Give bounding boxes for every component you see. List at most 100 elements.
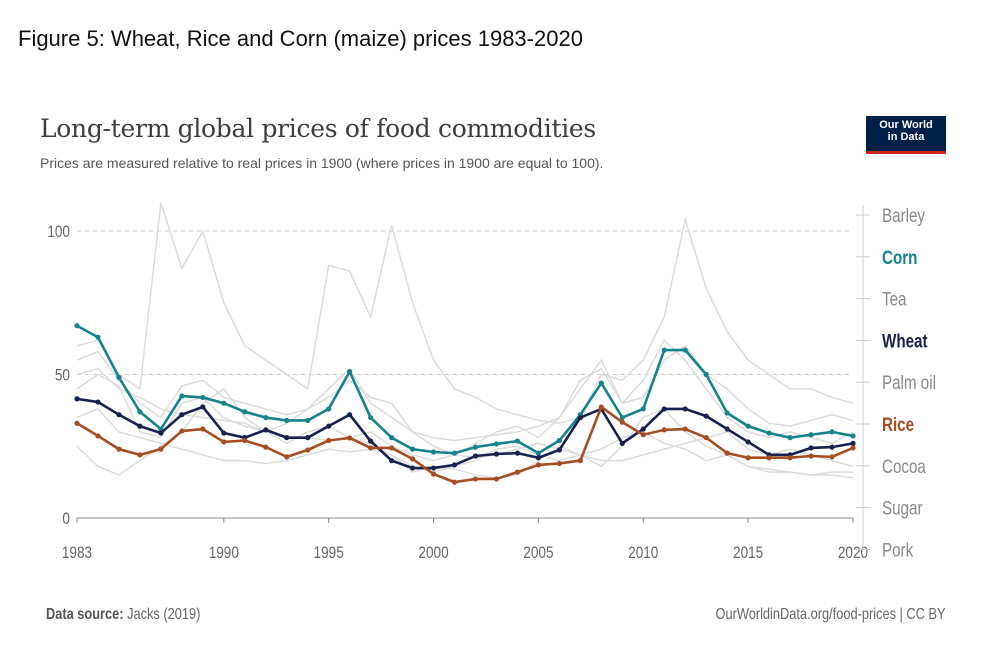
data-point-wheat[interactable] (305, 435, 311, 441)
series-line-pork[interactable] (76, 367, 854, 468)
data-point-rice[interactable] (263, 444, 269, 450)
data-point-wheat[interactable] (451, 462, 458, 468)
data-point-wheat[interactable] (619, 440, 625, 446)
data-point-wheat[interactable] (326, 423, 332, 429)
data-point-rice[interactable] (640, 432, 646, 438)
data-point-corn[interactable] (430, 449, 437, 455)
data-point-corn[interactable] (850, 433, 856, 439)
data-point-corn[interactable] (808, 432, 814, 438)
data-point-wheat[interactable] (514, 450, 521, 456)
data-point-wheat[interactable] (577, 414, 583, 421)
data-point-corn[interactable] (556, 437, 562, 444)
legend-label-pork[interactable]: Pork (882, 539, 914, 561)
data-point-wheat[interactable] (74, 396, 80, 402)
data-point-rice[interactable] (179, 428, 185, 434)
data-point-rice[interactable] (347, 435, 353, 441)
data-point-wheat[interactable] (263, 427, 269, 433)
data-point-wheat[interactable] (535, 455, 542, 461)
data-point-rice[interactable] (284, 454, 290, 460)
data-point-wheat[interactable] (703, 413, 709, 419)
data-point-wheat[interactable] (430, 465, 437, 471)
data-point-corn[interactable] (305, 417, 311, 424)
data-point-corn[interactable] (137, 409, 143, 415)
data-point-rice[interactable] (661, 427, 667, 433)
data-point-wheat[interactable] (493, 451, 500, 457)
data-point-rice[interactable] (74, 420, 80, 426)
data-point-rice[interactable] (137, 452, 143, 458)
data-point-wheat[interactable] (116, 412, 122, 418)
data-point-corn[interactable] (326, 406, 332, 412)
data-point-corn[interactable] (221, 400, 227, 406)
data-point-corn[interactable] (74, 323, 80, 329)
data-point-wheat[interactable] (556, 447, 562, 453)
data-point-wheat[interactable] (368, 438, 374, 444)
data-point-corn[interactable] (493, 441, 500, 447)
data-point-rice[interactable] (682, 426, 688, 432)
data-point-wheat[interactable] (221, 430, 227, 436)
data-point-rice[interactable] (158, 446, 164, 452)
data-point-corn[interactable] (745, 423, 751, 429)
data-point-rice[interactable] (451, 479, 458, 485)
data-point-wheat[interactable] (682, 406, 688, 412)
data-point-wheat[interactable] (808, 445, 814, 451)
data-point-rice[interactable] (242, 437, 248, 444)
legend-label-rice[interactable]: Rice (882, 413, 914, 435)
data-point-rice[interactable] (116, 446, 122, 452)
data-point-corn[interactable] (514, 438, 521, 444)
data-point-corn[interactable] (472, 444, 479, 450)
series-line-wheat[interactable] (76, 397, 854, 470)
data-point-rice[interactable] (493, 476, 500, 482)
legend-label-barley[interactable]: Barley (882, 204, 925, 226)
series-line-barley[interactable] (76, 344, 854, 442)
data-point-corn[interactable] (242, 409, 248, 415)
data-point-wheat[interactable] (137, 423, 143, 429)
data-point-corn[interactable] (703, 371, 709, 378)
data-point-rice[interactable] (388, 445, 395, 451)
owid-logo[interactable]: Our World in Data (866, 116, 946, 154)
series-line-tea[interactable] (76, 202, 854, 425)
data-point-rice[interactable] (221, 439, 227, 445)
data-point-corn[interactable] (598, 380, 604, 386)
data-point-wheat[interactable] (745, 439, 751, 445)
data-point-corn[interactable] (682, 347, 688, 353)
series-line-corn[interactable] (76, 324, 854, 455)
data-point-corn[interactable] (116, 374, 122, 380)
data-point-rice[interactable] (808, 453, 814, 459)
data-point-rice[interactable] (766, 455, 772, 461)
data-point-rice[interactable] (703, 435, 709, 441)
data-point-corn[interactable] (640, 406, 646, 412)
data-point-wheat[interactable] (158, 430, 164, 436)
credit-link[interactable]: OurWorldinData.org/food-prices | CC BY (715, 606, 946, 623)
data-point-corn[interactable] (766, 430, 772, 436)
data-point-rice[interactable] (409, 456, 416, 462)
legend-label-sugar[interactable]: Sugar (882, 497, 923, 519)
data-point-rice[interactable] (305, 447, 311, 453)
data-point-wheat[interactable] (200, 404, 206, 410)
data-point-wheat[interactable] (95, 399, 101, 405)
data-point-rice[interactable] (829, 454, 835, 460)
data-point-rice[interactable] (787, 455, 793, 461)
data-point-rice[interactable] (326, 437, 332, 444)
data-point-rice[interactable] (619, 419, 625, 425)
data-point-rice[interactable] (472, 476, 479, 482)
data-point-corn[interactable] (388, 435, 395, 441)
series-line-cocoa[interactable] (76, 408, 854, 479)
data-point-rice[interactable] (556, 460, 562, 467)
data-point-rice[interactable] (95, 433, 101, 439)
data-point-corn[interactable] (179, 393, 185, 399)
data-point-corn[interactable] (619, 414, 625, 421)
legend-label-palm-oil[interactable]: Palm oil (882, 372, 936, 394)
data-point-corn[interactable] (409, 446, 416, 452)
data-point-wheat[interactable] (661, 406, 667, 412)
data-point-corn[interactable] (535, 450, 542, 456)
data-point-corn[interactable] (787, 435, 793, 441)
data-point-rice[interactable] (368, 445, 374, 451)
data-point-rice[interactable] (535, 462, 542, 468)
data-point-rice[interactable] (514, 469, 521, 475)
data-point-corn[interactable] (95, 334, 101, 340)
data-point-wheat[interactable] (347, 412, 353, 418)
legend-label-wheat[interactable]: Wheat (882, 330, 928, 352)
data-point-corn[interactable] (829, 429, 835, 435)
series-line-sugar[interactable] (76, 387, 853, 479)
data-point-corn[interactable] (661, 347, 667, 353)
